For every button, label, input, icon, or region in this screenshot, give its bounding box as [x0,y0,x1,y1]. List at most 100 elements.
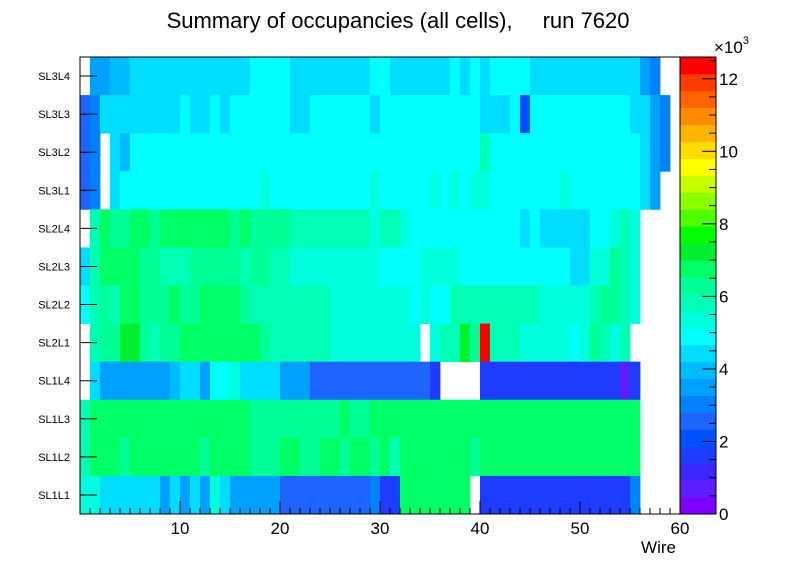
colorbar-tick-label: 6 [719,287,728,306]
heatmap-cell-sl2l3 [100,247,141,286]
heatmap-cell-sl2l3 [630,247,641,286]
colorbar-swatch [680,277,716,295]
heatmap-cell-sl2l3 [620,247,631,286]
heatmap-cell-sl3l1 [270,171,371,210]
heatmap-cell-sl2l1 [590,323,601,363]
heatmap-cell-sl1l1 [240,475,251,515]
heatmap-cell-sl3l1 [430,171,441,210]
heatmap-cell-sl2l3 [590,247,611,286]
heatmap-cell-sl1l2 [320,437,341,477]
heatmap-cell-sl3l3 [190,95,211,134]
y-tick-label: SL1L3 [38,414,70,426]
colorbar-swatch [680,192,716,210]
heatmap-cell-sl1l1 [230,475,241,515]
colorbar-tick-label: 10 [719,142,738,161]
heatmap-cell-sl2l4 [290,209,371,248]
heatmap-cell-sl2l4 [420,209,451,248]
colorbar-tick-label: 12 [719,70,738,89]
heatmap-cell-sl3l1 [490,171,561,210]
colorbar-swatch [680,497,716,515]
heatmap-cell-sl3l1 [650,171,661,210]
y-tick-label: SL3L3 [38,109,70,121]
heatmap-cell-sl2l2 [110,285,121,324]
heatmap-cell-sl1l4 [230,361,241,401]
heatmap-cell-sl2l1 [600,323,611,363]
heatmap-cell-sl2l4 [630,209,641,248]
heatmap-cell-sl1l2 [370,437,381,477]
heatmap-cell-sl2l3 [570,247,591,286]
heatmap-cell-sl1l1 [100,475,161,515]
heatmap-cell-sl1l1 [210,475,221,515]
heatmap-cell-sl1l2 [200,437,211,477]
heatmap-cell-sl3l1 [640,171,651,210]
heatmap-cell-sl1l4 [480,361,621,401]
heatmap-cell-sl2l4 [400,209,411,248]
heatmap-cell-sl2l1 [430,323,441,363]
colorbar-multiplier-base: ×10 [714,38,743,57]
heatmap-cell-sl3l2 [120,133,131,172]
heatmap-cell-sl3l3 [290,95,311,134]
heatmap-cell-sl2l1 [440,323,461,363]
heatmap-cell-sl1l3 [90,399,251,439]
heatmap-cell-sl1l1 [200,475,211,515]
heatmap-cell-sl1l1 [280,475,371,515]
heatmap-cell-sl2l3 [210,247,231,286]
heatmap-cell-sl1l2 [300,437,321,477]
heatmap-cell-sl2l1 [100,323,121,363]
heatmap-cell-sl1l2 [130,437,201,477]
heatmap-cell-sl2l4 [230,209,241,248]
heatmap-cell-sl2l1 [270,323,331,363]
colorbar-swatch [680,209,716,227]
heatmap-cell-sl2l2 [620,285,631,324]
heatmap-cell-sl3l2 [110,133,121,172]
heatmap-cell-sl2l2 [200,285,221,324]
heatmap-cell-sl2l1 [120,323,141,363]
heatmap-cell-sl1l4 [240,361,271,401]
colorbar-tick-label: 0 [719,505,728,524]
colorbar-swatch [680,107,716,126]
heatmap-cell-sl2l1 [160,323,181,363]
heatmap-cell-sl1l2 [470,437,481,477]
heatmap-cell-sl2l1 [140,323,151,363]
heatmap-cell-sl1l2 [400,437,471,477]
colorbar-swatch [680,327,716,346]
heatmap-cell-sl2l3 [140,247,161,286]
heatmap-cell-sl2l1 [480,323,491,363]
heatmap-cell-sl1l4 [210,361,231,401]
y-tick-label: SL2L1 [38,338,70,350]
heatmap-cell-sl2l2 [250,285,291,324]
heatmap-cell-sl3l3 [510,95,521,134]
heatmap-cell-sl2l4 [100,209,111,248]
colorbar-swatch [680,446,716,464]
heatmap-cell-sl1l2 [280,437,301,477]
colorbar-swatch [680,463,716,481]
heatmap-cell-sl2l3 [190,247,211,286]
heatmap-cell-sl1l4 [170,361,181,401]
heatmap-cell-sl2l1 [610,323,621,363]
heatmap-cell-sl2l3 [610,247,621,286]
heatmap-cell-sl3l1 [460,171,471,210]
heatmap-cell-sl3l3 [660,95,671,134]
heatmap-cell-sl3l4 [480,57,491,96]
heatmap-cells [80,57,671,515]
colorbar-swatch [680,344,716,363]
heatmap-cell-sl2l4 [620,209,631,248]
x-tick-label: 10 [171,519,190,538]
heatmap-cell-sl2l1 [570,323,581,363]
colorbar-swatch [680,310,716,329]
heatmap-cell-sl2l4 [540,209,591,248]
heatmap-cell-sl3l4 [470,57,481,96]
y-axis: SL3L4 SL3L3 SL3L2 SL3L1 SL2L4 SL2L3 SL2L2 SL2L1… [38,71,97,502]
heatmap-cell-sl1l3 [370,399,491,439]
heatmap-cell-sl1l3 [250,399,281,439]
x-tick-label: 60 [671,519,690,538]
heatmap-cell-sl3l1 [380,171,431,210]
colorbar-swatch [680,73,716,92]
heatmap-cell-sl3l1 [560,171,571,210]
heatmap-cell-sl2l1 [580,323,591,363]
heatmap-cell-sl3l1 [570,171,641,210]
heatmap-cell-sl2l4 [150,209,161,248]
colorbar-swatch [680,141,716,159]
heatmap-cell-sl3l3 [480,95,511,134]
heatmap-cell-sl2l3 [420,247,461,286]
